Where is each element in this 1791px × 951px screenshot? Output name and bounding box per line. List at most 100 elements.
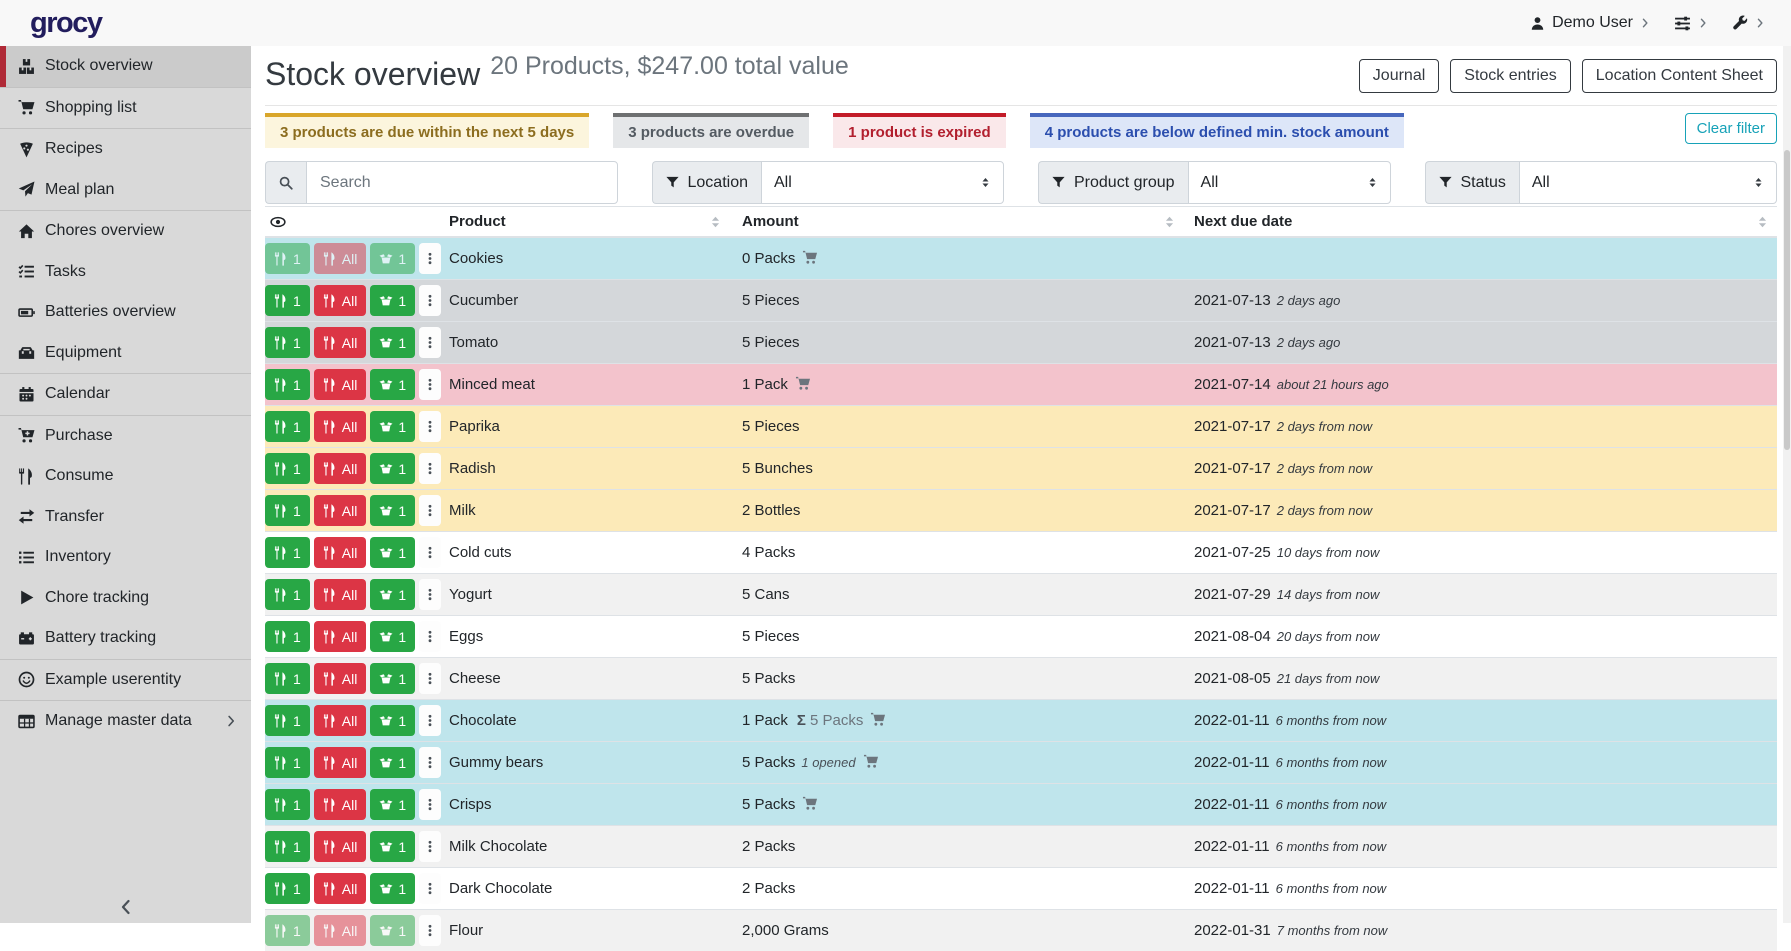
open-one-button[interactable]: 1 — [370, 663, 415, 694]
consume-all-button[interactable]: All — [314, 873, 367, 904]
open-one-button[interactable]: 1 — [370, 243, 415, 274]
filter-select[interactable]: All — [1188, 161, 1391, 204]
consume-all-button[interactable]: All — [314, 243, 367, 274]
consume-all-button[interactable]: All — [314, 411, 367, 442]
open-one-button[interactable]: 1 — [370, 789, 415, 820]
consume-one-button[interactable]: 1 — [265, 453, 310, 484]
alert-3-products-are-due-within-the-next-5-days[interactable]: 3 products are due within the next 5 day… — [265, 113, 589, 148]
product-name[interactable]: Gummy bears — [449, 742, 742, 784]
consume-one-button[interactable]: 1 — [265, 663, 310, 694]
product-name[interactable]: Flour — [449, 910, 742, 951]
product-name[interactable]: Yogurt — [449, 574, 742, 616]
product-name[interactable]: Milk Chocolate — [449, 826, 742, 868]
open-one-button[interactable]: 1 — [370, 411, 415, 442]
clear-filter-button[interactable]: Clear filter — [1685, 113, 1777, 144]
row-menu-button[interactable] — [419, 495, 441, 526]
row-menu-button[interactable] — [419, 705, 441, 736]
product-name[interactable]: Cheese — [449, 658, 742, 700]
sidebar-item-manage-master-data[interactable]: Manage master data — [0, 701, 251, 742]
consume-one-button[interactable]: 1 — [265, 831, 310, 862]
open-one-button[interactable]: 1 — [370, 579, 415, 610]
sidebar-item-shopping-list[interactable]: Shopping list — [0, 88, 251, 129]
product-name[interactable]: Eggs — [449, 616, 742, 658]
filter-select[interactable]: All — [1519, 161, 1777, 204]
sort-icon[interactable] — [1756, 215, 1769, 229]
consume-all-button[interactable]: All — [314, 621, 367, 652]
product-name[interactable]: Chocolate — [449, 700, 742, 742]
consume-all-button[interactable]: All — [314, 537, 367, 568]
open-one-button[interactable]: 1 — [370, 705, 415, 736]
product-name[interactable]: Cookies — [449, 237, 742, 280]
consume-one-button[interactable]: 1 — [265, 789, 310, 820]
consume-all-button[interactable]: All — [314, 705, 367, 736]
header-button-stock-entries[interactable]: Stock entries — [1450, 59, 1570, 93]
consume-one-button[interactable]: 1 — [265, 705, 310, 736]
settings-menu[interactable] — [1674, 15, 1708, 32]
consume-one-button[interactable]: 1 — [265, 495, 310, 526]
open-one-button[interactable]: 1 — [370, 537, 415, 568]
sidebar-collapse-button[interactable] — [0, 899, 251, 915]
product-name[interactable]: Milk — [449, 490, 742, 532]
consume-one-button[interactable]: 1 — [265, 915, 310, 946]
consume-all-button[interactable]: All — [314, 495, 367, 526]
sidebar-item-calendar[interactable]: Calendar — [0, 374, 251, 415]
sidebar-item-equipment[interactable]: Equipment — [0, 333, 251, 374]
search-input[interactable] — [306, 161, 618, 204]
consume-all-button[interactable]: All — [314, 579, 367, 610]
product-name[interactable]: Cold cuts — [449, 532, 742, 574]
sidebar-item-tasks[interactable]: Tasks — [0, 252, 251, 293]
column-visibility-header[interactable] — [265, 207, 449, 238]
admin-menu[interactable] — [1732, 15, 1765, 31]
sidebar-item-consume[interactable]: Consume — [0, 456, 251, 497]
sort-icon[interactable] — [1163, 215, 1176, 229]
open-one-button[interactable]: 1 — [370, 327, 415, 358]
row-menu-button[interactable] — [419, 285, 441, 316]
consume-all-button[interactable]: All — [314, 747, 367, 778]
scrollbar-thumb[interactable] — [1784, 150, 1790, 450]
consume-one-button[interactable]: 1 — [265, 327, 310, 358]
row-menu-button[interactable] — [419, 327, 441, 358]
consume-all-button[interactable]: All — [314, 831, 367, 862]
row-menu-button[interactable] — [419, 579, 441, 610]
consume-all-button[interactable]: All — [314, 453, 367, 484]
consume-one-button[interactable]: 1 — [265, 243, 310, 274]
row-menu-button[interactable] — [419, 873, 441, 904]
row-menu-button[interactable] — [419, 537, 441, 568]
open-one-button[interactable]: 1 — [370, 369, 415, 400]
product-name[interactable]: Paprika — [449, 406, 742, 448]
consume-all-button[interactable]: All — [314, 327, 367, 358]
column-header-due-date[interactable]: Next due date — [1194, 207, 1777, 238]
open-one-button[interactable]: 1 — [370, 495, 415, 526]
alert-1-product-is-expired[interactable]: 1 product is expired — [833, 113, 1006, 148]
alert-3-products-are-overdue[interactable]: 3 products are overdue — [613, 113, 809, 148]
consume-one-button[interactable]: 1 — [265, 579, 310, 610]
open-one-button[interactable]: 1 — [370, 453, 415, 484]
vertical-scrollbar[interactable] — [1783, 46, 1791, 923]
header-button-journal[interactable]: Journal — [1359, 59, 1439, 93]
column-header-product[interactable]: Product — [449, 207, 742, 238]
consume-one-button[interactable]: 1 — [265, 285, 310, 316]
consume-all-button[interactable]: All — [314, 369, 367, 400]
row-menu-button[interactable] — [419, 621, 441, 652]
row-menu-button[interactable] — [419, 663, 441, 694]
row-menu-button[interactable] — [419, 789, 441, 820]
sidebar-item-meal-plan[interactable]: Meal plan — [0, 170, 251, 211]
sidebar-item-batteries-overview[interactable]: Batteries overview — [0, 292, 251, 333]
open-one-button[interactable]: 1 — [370, 831, 415, 862]
sidebar-item-battery-tracking[interactable]: Battery tracking — [0, 618, 251, 659]
sidebar-item-purchase[interactable]: Purchase — [0, 416, 251, 457]
row-menu-button[interactable] — [419, 747, 441, 778]
product-name[interactable]: Crisps — [449, 784, 742, 826]
header-button-location-content-sheet[interactable]: Location Content Sheet — [1582, 59, 1777, 93]
sidebar-item-inventory[interactable]: Inventory — [0, 537, 251, 578]
product-name[interactable]: Cucumber — [449, 280, 742, 322]
sidebar-item-recipes[interactable]: Recipes — [0, 129, 251, 170]
consume-one-button[interactable]: 1 — [265, 369, 310, 400]
consume-all-button[interactable]: All — [314, 789, 367, 820]
row-menu-button[interactable] — [419, 453, 441, 484]
filter-select[interactable]: All — [761, 161, 1004, 204]
product-name[interactable]: Dark Chocolate — [449, 868, 742, 910]
app-logo[interactable]: grocy — [30, 7, 101, 40]
consume-all-button[interactable]: All — [314, 663, 367, 694]
consume-one-button[interactable]: 1 — [265, 411, 310, 442]
